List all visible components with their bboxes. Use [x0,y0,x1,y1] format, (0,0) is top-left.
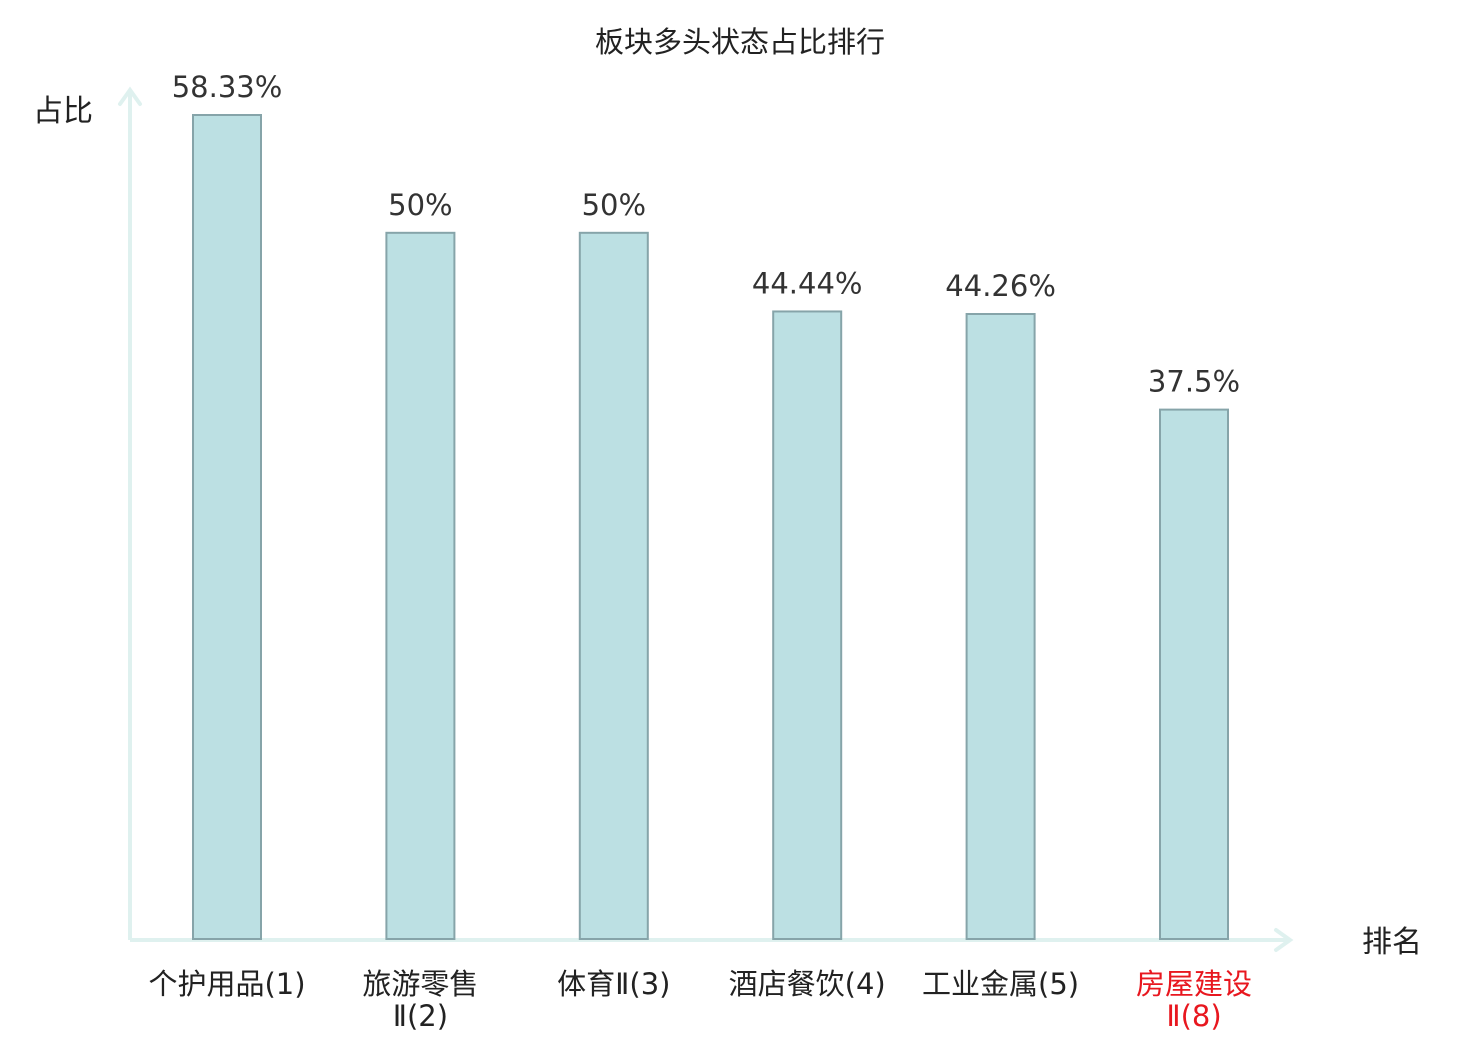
bar [1159,408,1229,940]
category-label: 体育Ⅱ(3) [557,967,670,1001]
bar [772,310,843,940]
category-label: 工业金属(5) [922,967,1079,1001]
value-label: 50% [582,188,646,222]
bar [578,231,649,941]
category-label: 酒店餐饮(4) [729,967,886,1001]
axes [118,86,1294,952]
bar [192,114,262,940]
bar [385,231,456,941]
x-axis-label: 排名 [1362,925,1422,960]
value-label: 50% [388,188,452,222]
bars [192,114,1229,941]
value-label: 58.33% [172,70,283,104]
value-label: 37.5% [1148,365,1240,399]
category-label: Ⅱ(2) [393,999,448,1033]
category-label: 旅游零售 [362,967,478,1001]
y-axis-arrow-icon [118,86,142,106]
value-label: 44.44% [752,266,863,300]
category-label: 个护用品(1) [148,967,305,1001]
y-axis-label: 占比 [33,94,93,129]
value-label: 44.26% [945,269,1056,303]
category-label: 房屋建设 [1136,967,1252,1001]
value-labels: 58.33% 50% 50% 44.44% 44.26% 37.5% [172,70,1240,399]
category-label: Ⅱ(8) [1166,999,1221,1033]
chart-title: 板块多头状态占比排行 [595,25,885,59]
bar [965,313,1036,941]
x-axis-arrow-icon [1274,928,1294,952]
